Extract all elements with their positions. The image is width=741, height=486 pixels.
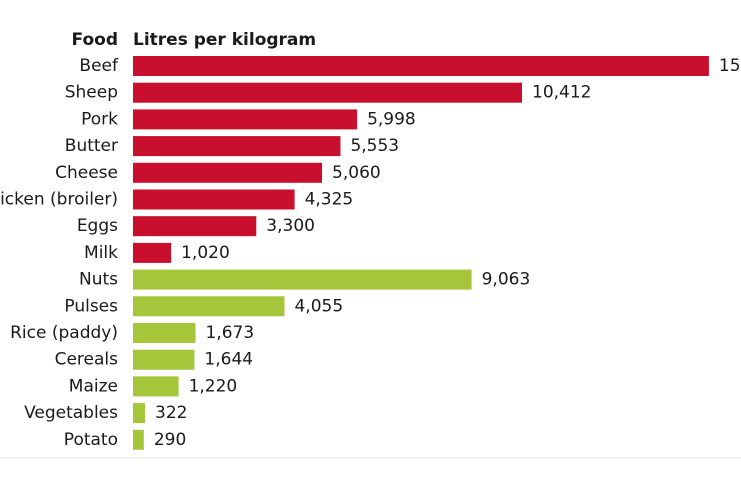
value-label: 5,553 xyxy=(350,136,399,156)
bar xyxy=(133,403,146,424)
bar xyxy=(133,56,709,76)
category-label: Potato xyxy=(64,430,118,450)
bar xyxy=(133,323,196,343)
bar xyxy=(133,242,172,263)
value-label: 1,644 xyxy=(204,350,253,370)
value-label: 15,415 xyxy=(719,56,741,76)
value-label: 5,060 xyxy=(332,163,381,183)
category-label: Cereals xyxy=(55,350,119,370)
category-label: Butter xyxy=(65,136,118,156)
bar xyxy=(133,429,144,450)
category-label: Vegetables xyxy=(24,403,118,423)
bar xyxy=(133,349,195,370)
value-label: 9,063 xyxy=(482,270,531,290)
value-label: 10,412 xyxy=(532,83,591,103)
category-label: Rice (paddy) xyxy=(10,323,118,343)
value-label: 1,220 xyxy=(189,376,238,396)
value-label: 290 xyxy=(154,430,186,450)
category-header: Food xyxy=(72,30,118,50)
value-label: 4,055 xyxy=(294,296,343,316)
bar xyxy=(133,189,295,210)
category-label: Beef xyxy=(79,56,119,76)
bar xyxy=(133,162,323,183)
category-label: Pulses xyxy=(64,296,118,316)
category-label: Nuts xyxy=(79,270,118,290)
bar xyxy=(133,216,257,237)
bar xyxy=(133,296,285,317)
category-label: Sheep xyxy=(65,83,118,103)
category-label: Cheese xyxy=(55,163,118,183)
bar xyxy=(133,136,341,157)
category-label: Pork xyxy=(81,109,118,129)
bar xyxy=(133,376,179,397)
bar xyxy=(133,269,472,290)
value-label: 4,325 xyxy=(305,190,354,210)
value-header: Litres per kilogram xyxy=(133,30,316,50)
value-label: 1,020 xyxy=(181,243,230,263)
value-label: 3,300 xyxy=(266,216,315,236)
category-label: Chicken (broiler) xyxy=(0,190,118,210)
category-label: Maize xyxy=(69,376,118,396)
bar xyxy=(133,109,358,130)
category-label: Eggs xyxy=(77,216,118,236)
value-label: 1,673 xyxy=(206,323,255,343)
value-label: 5,998 xyxy=(367,109,416,129)
value-label: 322 xyxy=(155,403,187,423)
bar xyxy=(133,82,522,103)
category-label: Milk xyxy=(84,243,118,263)
